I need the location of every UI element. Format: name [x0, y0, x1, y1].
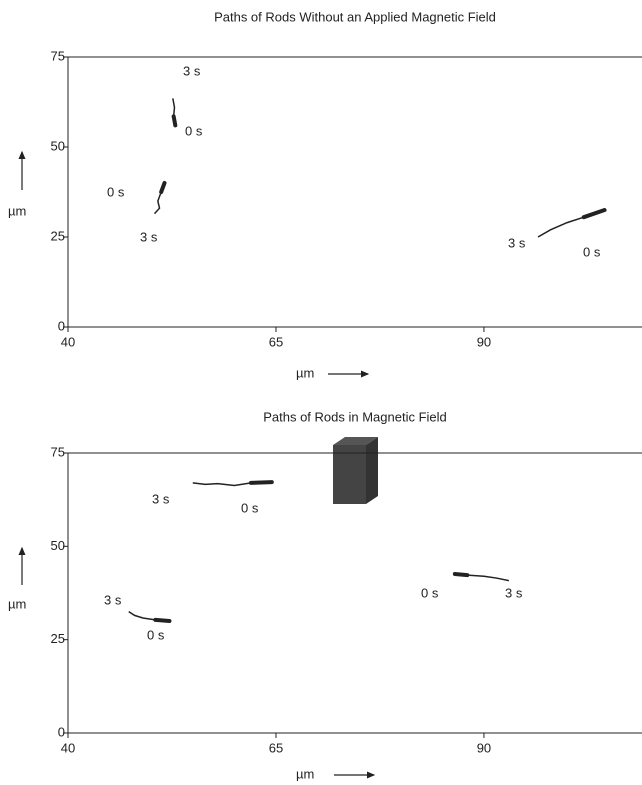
- time-label: 3 s: [183, 63, 201, 78]
- y-tick-label: 50: [51, 538, 65, 553]
- x-axis-label: µm: [296, 766, 314, 781]
- rod: [452, 571, 470, 578]
- x-tick-label: 65: [269, 740, 283, 755]
- x-tick-label: 40: [61, 740, 75, 755]
- y-tick-label: 75: [51, 48, 65, 63]
- chart-title: Paths of Rods in Magnetic Field: [263, 409, 447, 424]
- y-tick-label: 0: [58, 318, 65, 333]
- rod: [249, 480, 274, 485]
- y-axis-label: µm: [8, 596, 26, 611]
- x-tick-label: 90: [477, 334, 491, 349]
- y-tick-label: 75: [51, 444, 65, 459]
- rod: [171, 114, 178, 128]
- x-axis-label: µm: [296, 365, 314, 380]
- time-label: 3 s: [152, 491, 170, 506]
- y-tick-label: 50: [51, 138, 65, 153]
- rod: [581, 208, 607, 220]
- time-label: 0 s: [107, 184, 125, 199]
- time-label: 0 s: [185, 123, 203, 138]
- time-label: 3 s: [505, 585, 523, 600]
- time-label: 3 s: [508, 235, 526, 250]
- y-tick-label: 25: [51, 631, 65, 646]
- y-tick-label: 0: [58, 724, 65, 739]
- x-tick-label: 65: [269, 334, 283, 349]
- time-label: 0 s: [421, 585, 439, 600]
- rod: [153, 617, 172, 623]
- rod: [159, 181, 167, 194]
- chart-title: Paths of Rods Without an Applied Magneti…: [214, 9, 496, 24]
- magnet: [333, 437, 378, 504]
- y-tick-label: 25: [51, 228, 65, 243]
- x-tick-label: 40: [61, 334, 75, 349]
- x-tick-label: 90: [477, 740, 491, 755]
- time-label: 3 s: [140, 229, 158, 244]
- time-label: 0 s: [147, 627, 165, 642]
- time-label: 3 s: [104, 592, 122, 607]
- time-label: 0 s: [241, 500, 259, 515]
- time-label: 0 s: [583, 244, 601, 259]
- y-axis-label: µm: [8, 203, 26, 218]
